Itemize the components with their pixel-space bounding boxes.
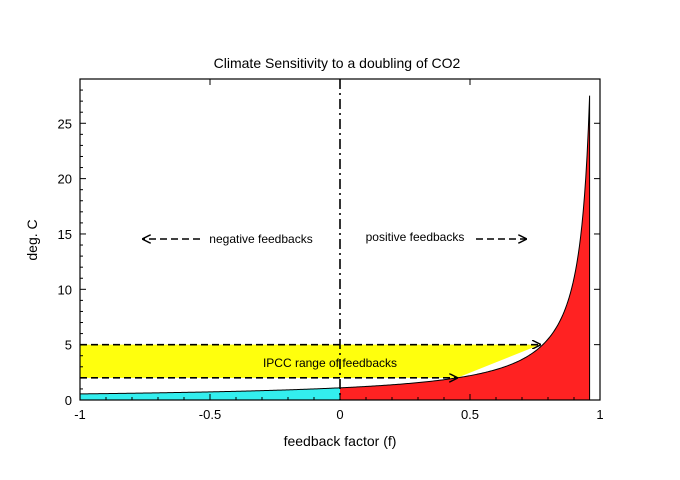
ipcc-range-band: [80, 344, 541, 378]
positive-feedback-area: [340, 95, 590, 400]
x-tick-label: 0: [336, 407, 343, 422]
ipcc-range-label: IPCC range of feedbacks: [263, 356, 397, 370]
x-tick-label: 0.5: [461, 407, 479, 422]
x-axis-label: feedback factor (f): [284, 433, 397, 449]
negative-feedbacks-label: negative feedbacks: [209, 232, 312, 246]
negative-feedback-area: [80, 387, 340, 400]
x-tick-label: -1: [74, 407, 86, 422]
x-tick-label: 1: [596, 407, 603, 422]
y-axis-label: deg. C: [24, 219, 40, 260]
positive-feedbacks-label: positive feedbacks: [366, 230, 465, 244]
y-tick-label: 20: [58, 172, 72, 187]
plot-area: IPCC range of feedbacks negative feedback…: [58, 78, 604, 422]
y-tick-label: 5: [65, 338, 72, 353]
y-tick-label: 10: [58, 282, 72, 297]
y-tick-label: 25: [58, 116, 72, 131]
y-tick-label: 15: [58, 227, 72, 242]
y-tick-label: 0: [65, 393, 72, 408]
sensitivity-curve: [79, 95, 591, 400]
x-tick-label: -0.5: [199, 407, 221, 422]
chart-title: Climate Sensitivity to a doubling of CO2: [214, 55, 461, 71]
